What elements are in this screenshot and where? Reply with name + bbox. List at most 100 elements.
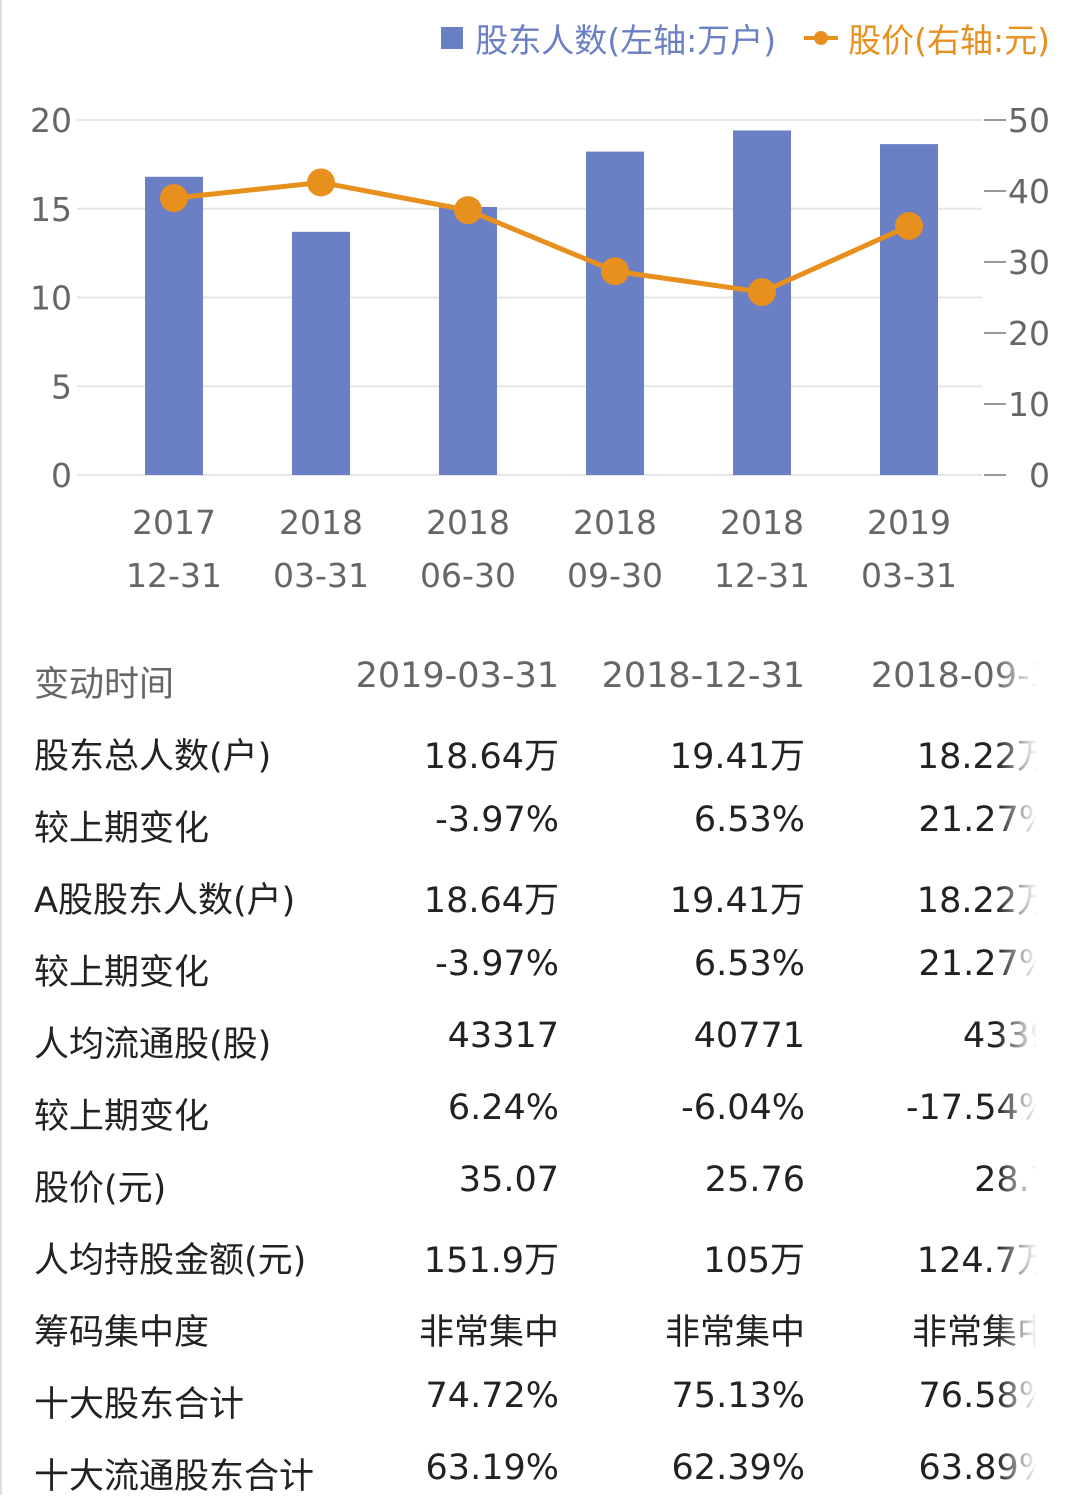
x-axis-tick-date: 06-30 <box>420 556 516 595</box>
x-axis-tick-year: 2018 <box>426 503 510 542</box>
table-row: 较上期变化 -3.97% 6.53% 21.27% <box>2 930 1080 1002</box>
legend-item-holders[interactable]: 股东人数(左轴:万户) <box>441 14 776 62</box>
clipped-column: 124.7万 <box>842 1218 1037 1290</box>
cell-value: -3.97% <box>435 944 559 984</box>
cell-value: 2019-03-31 <box>355 656 559 696</box>
clipped-column: 18.22万 <box>842 858 1037 930</box>
bar <box>880 144 938 475</box>
cell-value: -6.04% <box>681 1088 805 1128</box>
bar <box>439 206 497 475</box>
x-axis-tick-year: 2017 <box>132 503 216 542</box>
line-swatch-icon <box>804 31 839 45</box>
bar <box>586 151 644 475</box>
row-label: A股股东人数(户) <box>34 881 296 921</box>
right-axis-tick: 50 <box>1008 101 1050 140</box>
x-axis-tick-date: 12-31 <box>126 556 222 595</box>
right-axis-tick: 40 <box>1008 172 1050 211</box>
cell-value: 18.64万 <box>423 881 559 921</box>
right-axis-tick: 10 <box>1008 385 1050 424</box>
clipped-column: 76.58% <box>842 1362 1037 1434</box>
table-row: 较上期变化 6.24% -6.04% -17.54% <box>2 1074 1080 1146</box>
legend-label: 股东人数(左轴:万户) <box>475 21 777 60</box>
x-axis-tick-date: 12-31 <box>714 556 810 595</box>
price-point <box>454 196 482 225</box>
left-axis-tick: 0 <box>51 456 72 495</box>
cell-value: 25.76 <box>704 1160 805 1200</box>
chart: 0 5 10 15 20 0 10 20 30 40 50 2017 12-31 2018 03-31 201… <box>30 101 1050 595</box>
clipped-column: 63.89% <box>842 1434 1037 1506</box>
cell-value: 18.64万 <box>423 737 559 777</box>
left-axis-tick: 10 <box>30 279 72 318</box>
clipped-column: 21.27% <box>842 786 1037 858</box>
cell-value: 105万 <box>703 1241 805 1281</box>
price-point <box>160 184 188 213</box>
clipped-column: 非常集中 <box>842 1290 1037 1362</box>
chart-legend: 股东人数(左轴:万户) 股价(右轴:元) <box>413 14 1050 62</box>
table-row: 十大流通股东合计 63.19% 62.39% 63.89% <box>2 1434 1080 1506</box>
cell-value: 75.13% <box>671 1376 805 1416</box>
row-label: 变动时间 <box>34 665 175 705</box>
row-label: 股价(元) <box>34 1169 167 1209</box>
row-label: 十大股东合计 <box>34 1385 245 1425</box>
price-line <box>173 179 911 295</box>
table-header: 变动时间 2019-03-31 2018-12-31 2018-09-3 <box>2 642 1080 714</box>
cell-value: 35.07 <box>458 1160 559 1200</box>
clipped-column: 21.27% <box>842 930 1037 1002</box>
clipped-column: 28.7 <box>842 1146 1037 1218</box>
clipped-column: 4339 <box>842 1002 1037 1074</box>
right-axis-tick: 30 <box>1008 243 1050 282</box>
x-axis-tick-year: 2018 <box>720 503 804 542</box>
price-point <box>601 257 629 286</box>
legend-item-price[interactable]: 股价(右轴:元) <box>804 14 1050 62</box>
x-axis-tick-date: 03-31 <box>273 556 369 595</box>
left-axis-tick: 5 <box>51 367 72 406</box>
price-point <box>307 168 335 197</box>
cell-value: 19.41万 <box>669 737 805 777</box>
clipped-column: 18.22万 <box>842 714 1037 786</box>
table-row: 人均持股金额(元) 151.9万 105万 124.7万 <box>2 1218 1080 1290</box>
shareholder-table: 变动时间 2019-03-31 2018-12-31 2018-09-3 股东总人数(户… <box>2 642 1080 1506</box>
cell-value: 43317 <box>447 1016 559 1056</box>
row-label: 人均流通股(股) <box>34 1025 272 1065</box>
cell-value: -3.97% <box>435 800 559 840</box>
table-row: 人均流通股(股) 43317 40771 4339 <box>2 1002 1080 1074</box>
x-axis-tick-year: 2018 <box>573 503 657 542</box>
legend-label: 股价(右轴:元) <box>848 21 1050 60</box>
right-axis-tick: 20 <box>1008 314 1050 353</box>
bar <box>145 176 203 476</box>
row-label: 人均持股金额(元) <box>34 1241 307 1281</box>
cell-value: 非常集中 <box>664 1313 805 1353</box>
row-label: 股东总人数(户) <box>34 737 272 777</box>
cell-value: 19.41万 <box>669 881 805 921</box>
table-row: 股东总人数(户) 18.64万 19.41万 18.22万 <box>2 714 1080 786</box>
table-row: 较上期变化 -3.97% 6.53% 21.27% <box>2 786 1080 858</box>
left-axis-tick: 15 <box>30 190 72 229</box>
cell-value: 非常集中 <box>418 1313 559 1353</box>
row-label: 较上期变化 <box>34 1097 210 1137</box>
table-row: 筹码集中度非常集中非常集中非常集中 <box>2 1290 1080 1362</box>
x-axis-tick-year: 2018 <box>279 503 363 542</box>
cell-value: 40771 <box>693 1016 805 1056</box>
cell-value: 63.19% <box>425 1448 559 1488</box>
x-axis-tick-date: 09-30 <box>567 556 663 595</box>
left-axis-tick: 20 <box>30 101 72 140</box>
cell-value: 74.72% <box>425 1376 559 1416</box>
table-row: A股股东人数(户) 18.64万 19.41万 18.22万 <box>2 858 1080 930</box>
price-point <box>895 212 923 241</box>
cell-value: 62.39% <box>671 1448 805 1488</box>
x-axis-tick-year: 2019 <box>867 503 951 542</box>
cell-value: 6.53% <box>693 800 805 840</box>
clipped-column: 2018-09-3 <box>842 642 1037 714</box>
row-label: 十大流通股东合计 <box>34 1457 315 1497</box>
cell-value: 6.53% <box>693 944 805 984</box>
x-axis-tick-date: 03-31 <box>861 556 957 595</box>
table-row: 十大股东合计 74.72% 75.13% 76.58% <box>2 1362 1080 1434</box>
cell-value: 6.24% <box>447 1088 559 1128</box>
clipped-column: -17.54% <box>842 1074 1037 1146</box>
bar-swatch-icon <box>441 27 464 49</box>
right-axis-tick: 0 <box>1029 456 1050 495</box>
table-row: 股价(元) 35.07 25.76 28.7 <box>2 1146 1080 1218</box>
price-point <box>748 278 776 307</box>
row-label: 较上期变化 <box>34 953 210 993</box>
row-label: 筹码集中度 <box>34 1313 210 1353</box>
